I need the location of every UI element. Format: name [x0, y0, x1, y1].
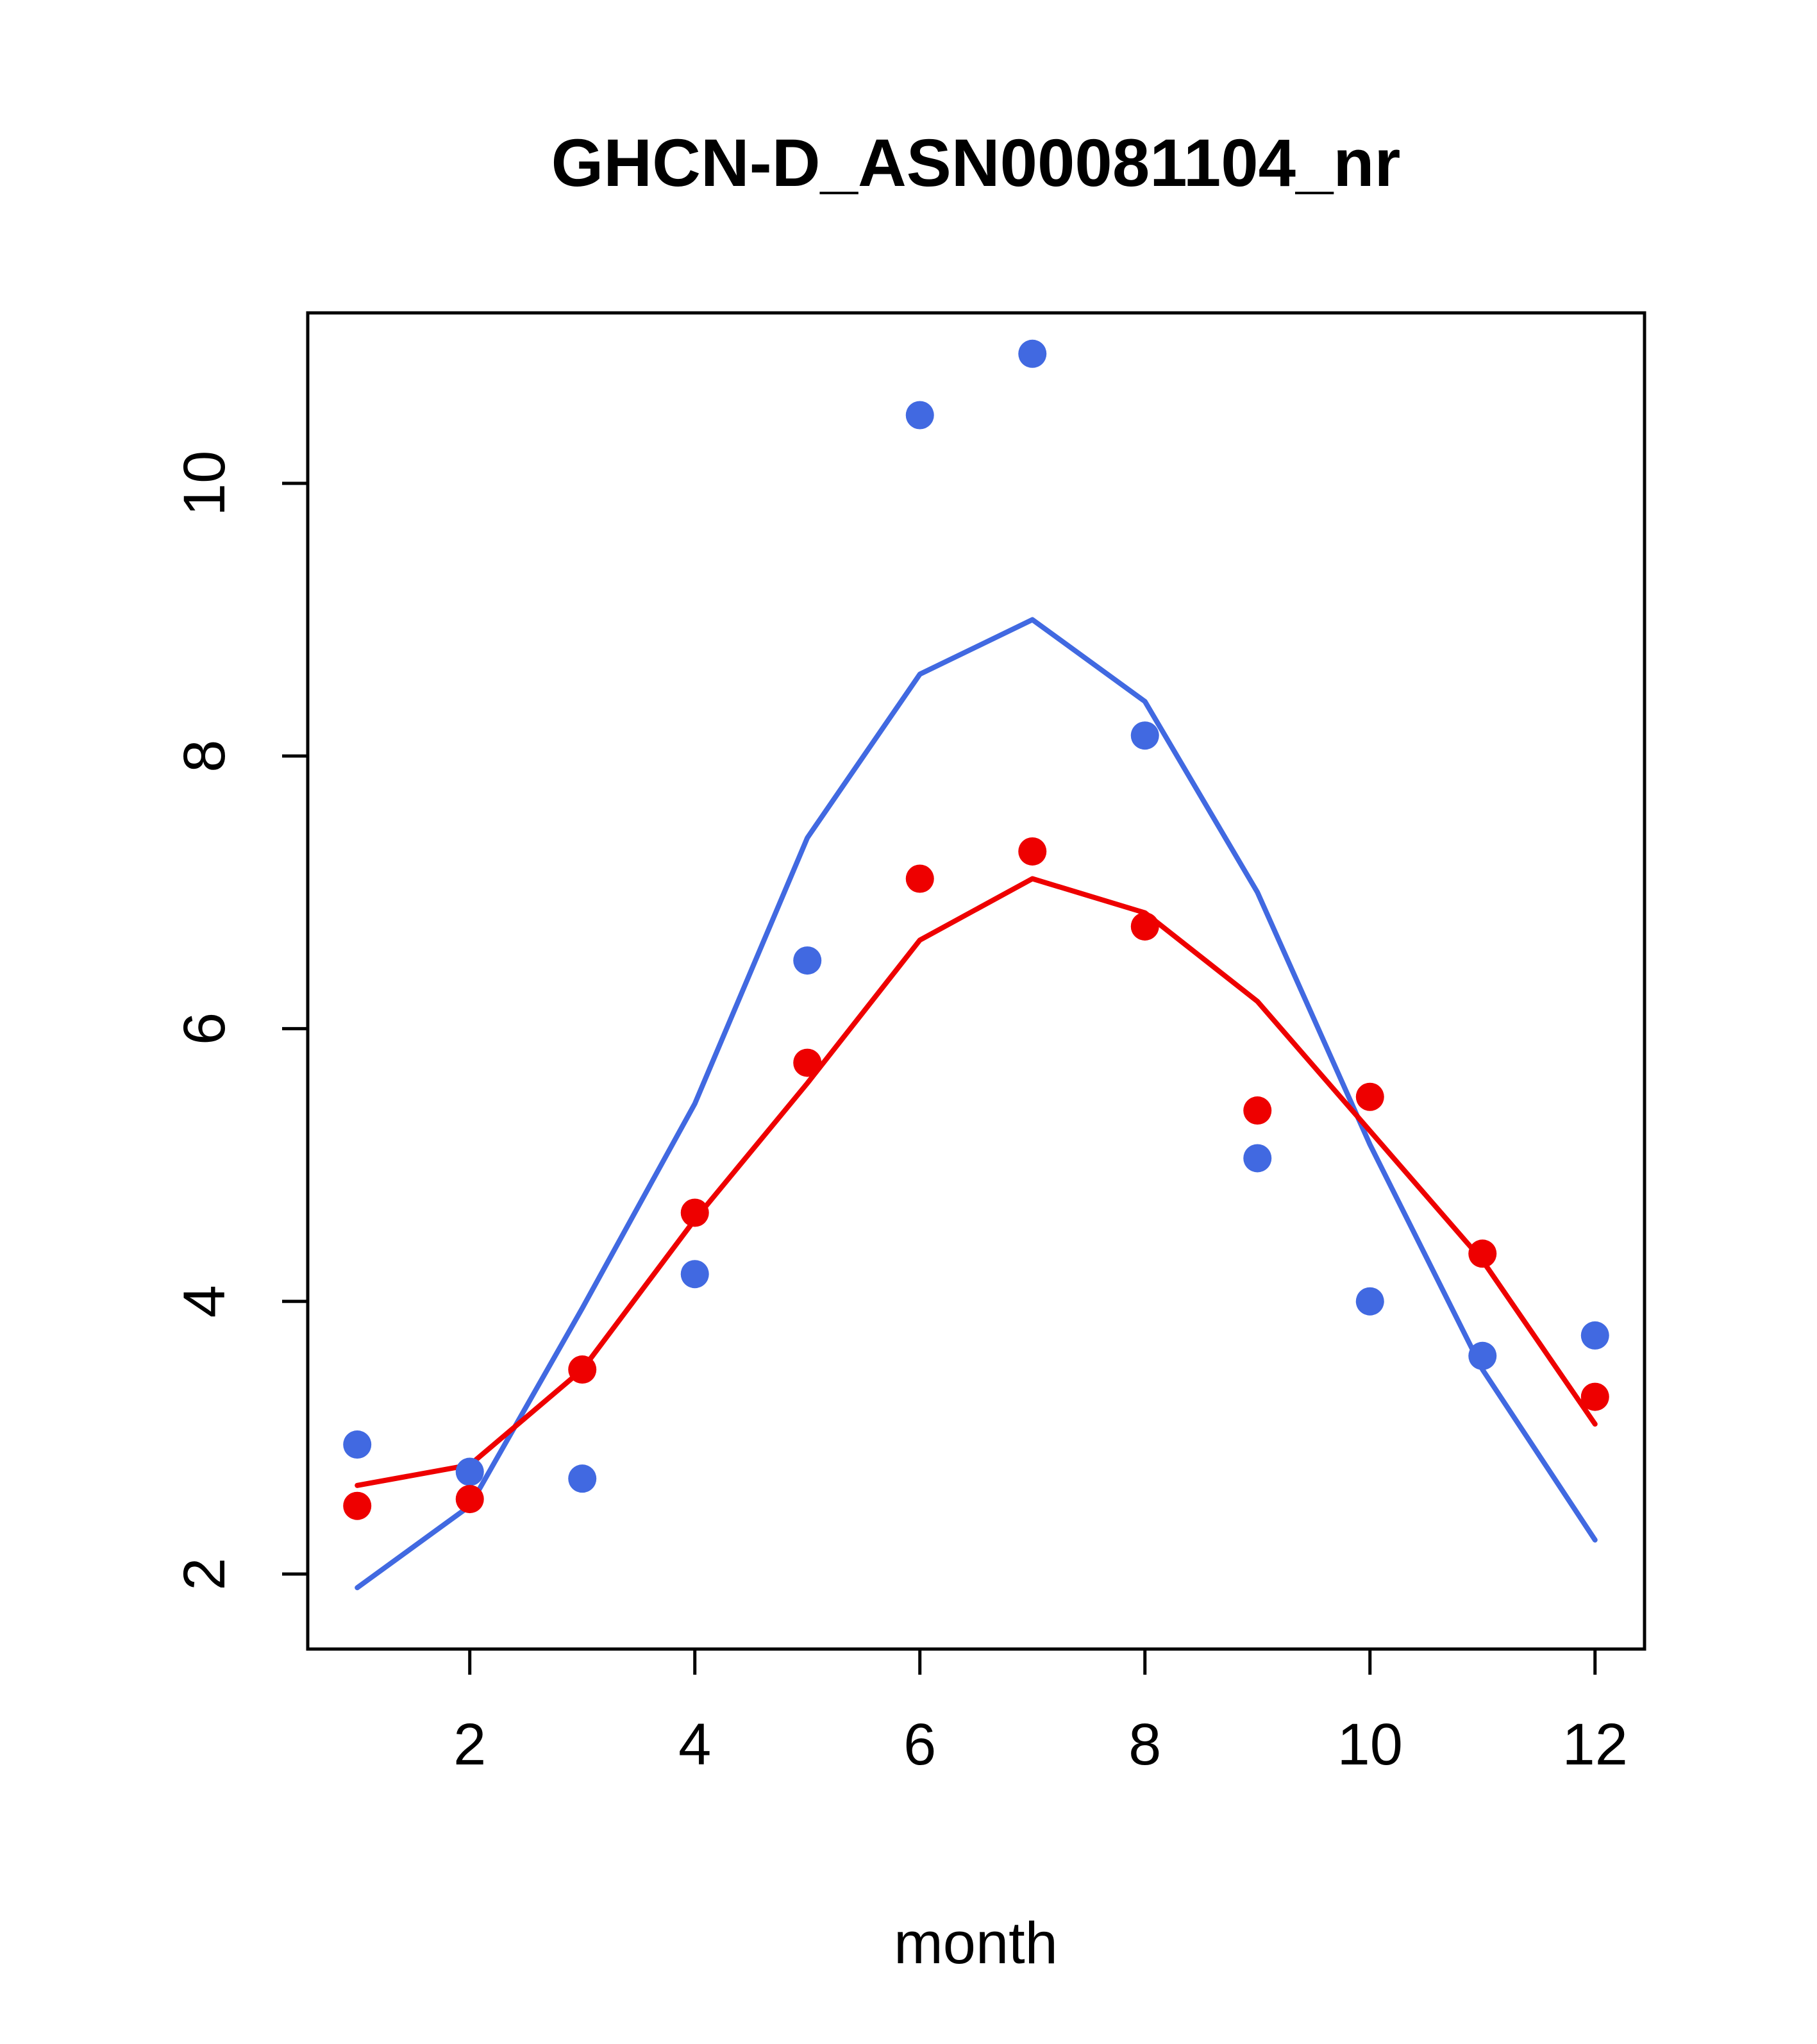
blue-monthly-points-marker — [1018, 339, 1047, 368]
x-tick-label: 4 — [678, 1712, 711, 1777]
red-monthly-points-marker — [793, 1048, 822, 1077]
x-tick-label: 8 — [1128, 1712, 1161, 1777]
blue-monthly-points-marker — [1580, 1321, 1609, 1350]
x-axis-label: month — [894, 1911, 1058, 1976]
blue-monthly-points-marker — [455, 1457, 484, 1486]
y-tick-label: 4 — [172, 1285, 237, 1318]
red-monthly-points-marker — [343, 1491, 372, 1520]
blue-monthly-points-marker — [793, 946, 822, 975]
red-monthly-points-marker — [680, 1198, 709, 1227]
chart-title: GHCN-D_ASN00081104_nr — [551, 126, 1401, 201]
x-tick-label: 10 — [1337, 1712, 1403, 1777]
blue-monthly-points-marker — [905, 401, 934, 430]
x-tick-label: 2 — [453, 1712, 486, 1777]
blue-monthly-points-marker — [1355, 1287, 1384, 1316]
blue-monthly-points-marker — [568, 1464, 597, 1493]
x-tick-label: 6 — [903, 1712, 936, 1777]
y-tick-label: 8 — [172, 740, 237, 773]
red-monthly-points-marker — [1468, 1239, 1497, 1268]
blue-monthly-points-marker — [1130, 721, 1159, 750]
y-tick-label: 6 — [172, 1012, 237, 1045]
blue-monthly-points-marker — [343, 1430, 372, 1459]
red-monthly-points-marker — [905, 864, 934, 893]
blue-monthly-points-marker — [1468, 1341, 1497, 1370]
red-monthly-points-marker — [1130, 912, 1159, 941]
blue-fit-line — [355, 617, 1598, 1591]
red-monthly-points-marker — [1243, 1096, 1272, 1125]
y-tick-label: 2 — [172, 1557, 237, 1590]
red-fit-line — [355, 876, 1598, 1488]
red-monthly-points-marker — [1355, 1082, 1384, 1111]
blue-monthly-points-marker — [680, 1260, 709, 1289]
plot-box — [306, 311, 1646, 1651]
x-tick-label: 12 — [1562, 1712, 1628, 1777]
red-monthly-points-marker — [1580, 1382, 1609, 1411]
red-monthly-points-marker — [455, 1485, 484, 1514]
red-monthly-points-marker — [1018, 837, 1047, 866]
y-tick-label: 10 — [172, 451, 237, 516]
plot-area: 2 4 6 8 10 12 2 4 6 8 10 — [172, 311, 1646, 1777]
red-monthly-points-marker — [568, 1355, 597, 1384]
blue-monthly-points-marker — [1243, 1144, 1272, 1173]
